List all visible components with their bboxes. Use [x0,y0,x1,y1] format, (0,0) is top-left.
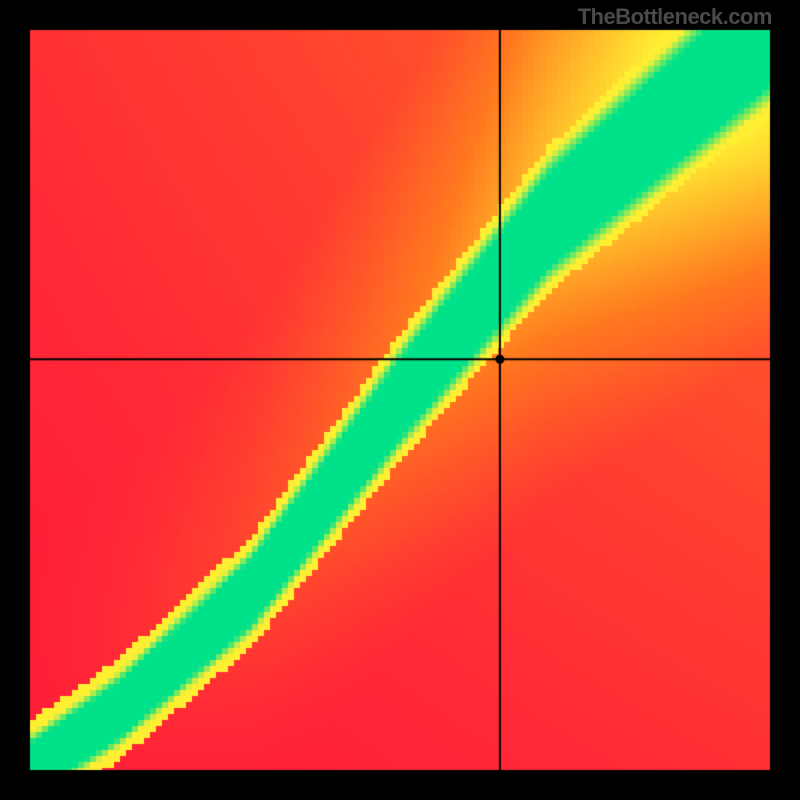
bottleneck-heatmap [0,0,800,800]
chart-container: TheBottleneck.com [0,0,800,800]
watermark-text: TheBottleneck.com [578,4,772,30]
